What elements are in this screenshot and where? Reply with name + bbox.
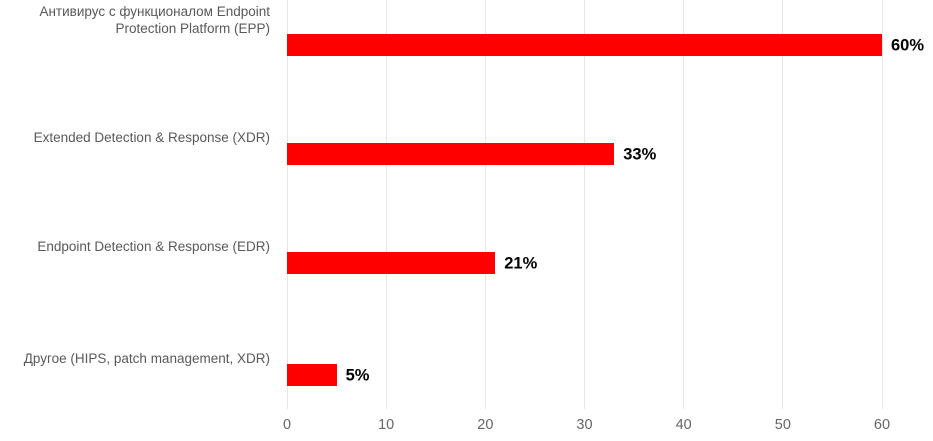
bar: [287, 252, 496, 274]
gridline: [683, 0, 685, 409]
value-label: 21%: [504, 254, 538, 273]
x-tick-label: 40: [675, 417, 692, 433]
x-tick-label: 30: [576, 417, 593, 433]
bar: [287, 143, 615, 165]
category-label: Антивирус с функционалом Endpoint Protec…: [39, 4, 270, 36]
x-tick-label: 20: [477, 417, 494, 433]
category-label: Endpoint Detection & Response (EDR): [37, 239, 270, 254]
gridline: [782, 0, 784, 409]
category-label: Другое (HIPS, patch management, XDR): [23, 351, 270, 366]
gridline: [286, 0, 288, 409]
value-label: 33%: [623, 145, 657, 164]
gridline: [584, 0, 585, 409]
gridline: [484, 0, 486, 409]
value-label: 60%: [891, 36, 925, 55]
bar: [287, 364, 337, 386]
gridline: [881, 0, 883, 409]
category-label: Extended Detection & Response (XDR): [33, 130, 270, 145]
gridline: [385, 0, 387, 409]
value-label: 5%: [345, 366, 370, 385]
x-tick-label: 50: [774, 417, 791, 433]
bar: [287, 34, 882, 56]
x-tick-label: 0: [282, 417, 292, 433]
x-tick-label: 10: [378, 417, 395, 433]
x-tick-label: 60: [873, 417, 891, 433]
